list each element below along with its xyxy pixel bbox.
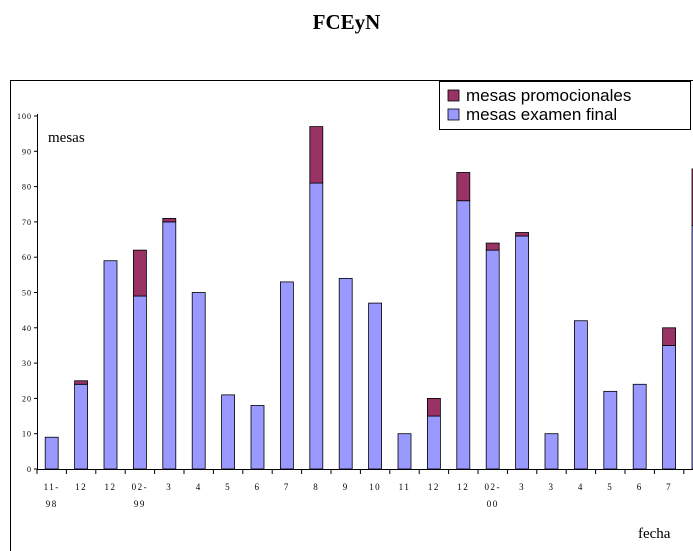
bar-promocionales-3: [132, 249, 147, 297]
x-tick-label: 12: [457, 482, 469, 492]
bar-examen-final-13: [426, 415, 441, 470]
y-tick-label: 90: [22, 147, 32, 156]
x-tick-label: 7: [666, 482, 672, 492]
bar-examen-final-7: [250, 405, 265, 470]
x-tick-label: 8: [313, 482, 319, 492]
bar-examen-final-21: [662, 345, 676, 470]
bar-examen-final-3: [132, 295, 147, 470]
x-tick-label: 9: [343, 482, 349, 492]
x-tick-label: 7: [284, 482, 290, 492]
x-tick-label: 98: [46, 499, 58, 509]
legend-swatch: [447, 89, 460, 102]
x-tick-label: 4: [196, 482, 202, 492]
y-tick-label: 80: [22, 183, 32, 192]
x-tick-label: 5: [225, 482, 231, 492]
bars-group: [44, 126, 693, 470]
bar-promocionales-14: [456, 172, 471, 202]
y-axis-label: mesas: [48, 130, 85, 146]
y-tick-label: 50: [22, 289, 32, 298]
legend-label: mesas promocionales: [466, 86, 631, 105]
x-tick-label: 99: [134, 499, 146, 509]
bar-examen-final-15: [485, 249, 500, 470]
bar-examen-final-19: [603, 390, 618, 470]
bar-examen-final-20: [632, 383, 647, 470]
y-tick-label: 60: [22, 253, 32, 262]
chart-title: FCEyN: [312, 10, 381, 34]
x-tick-label: 4: [578, 482, 584, 492]
y-tick-label: 100: [17, 112, 32, 121]
x-tick-label: 02-: [484, 482, 501, 492]
x-tick-label: 3: [549, 482, 555, 492]
bar-promocionales-13: [426, 397, 441, 417]
x-axis-label: fecha: [638, 526, 671, 542]
legend-label: mesas examen final: [466, 105, 617, 124]
x-tick-label: 02-: [132, 482, 149, 492]
x-axis: 11- 98 12 12 02- 99 3 4 5 6 7 8 9 10 11 12 12 02- 00 3 3 4 5 6 7…: [36, 469, 693, 509]
bar-examen-final-5: [191, 292, 206, 470]
bar-examen-final-2: [103, 260, 118, 470]
bar-promocionales-1: [74, 380, 88, 385]
bar-examen-final-9: [309, 182, 324, 470]
x-tick-label: 11-: [44, 482, 60, 492]
legend-swatch: [447, 108, 460, 121]
y-tick-label: 30: [22, 359, 32, 368]
bar-promocionales-15: [485, 242, 500, 251]
x-tick-label: 00: [487, 499, 499, 509]
x-tick-label: 12: [75, 482, 87, 492]
bar-examen-final-14: [456, 200, 471, 470]
bar-examen-final-8: [279, 281, 294, 470]
y-tick-label: 20: [22, 394, 32, 403]
y-axis: 0 10 20 30 40 50 60 70 80 90 100: [17, 112, 38, 474]
x-tick-label: 5: [607, 482, 613, 492]
bar-promocionales-21: [662, 327, 676, 346]
y-tick-label: 40: [22, 324, 32, 333]
bar-promocionales-16: [515, 232, 529, 237]
bar-promocionales-4: [162, 217, 177, 223]
bar-promocionales-9: [309, 126, 324, 184]
x-tick-label: 12: [428, 482, 440, 492]
y-tick-label: 70: [22, 218, 32, 227]
bar-examen-final-10: [338, 277, 353, 470]
x-tick-label: 6: [255, 482, 261, 492]
bar-examen-final-16: [515, 235, 529, 470]
bar-examen-final-17: [544, 433, 559, 470]
x-tick-label: 3: [166, 482, 172, 492]
y-tick-label: 10: [22, 430, 32, 439]
legend-box: [439, 81, 691, 130]
x-tick-label: 3: [519, 482, 525, 492]
plot-frame: [10, 80, 693, 551]
bar-examen-final-0: [44, 436, 59, 470]
x-tick-label: 11: [399, 482, 411, 492]
bar-examen-final-4: [162, 221, 177, 470]
y-tick-label: 0: [27, 465, 32, 474]
bar-examen-final-1: [74, 383, 88, 470]
bar-examen-final-18: [574, 320, 588, 470]
x-tick-label: 10: [369, 482, 381, 492]
x-tick-label: 6: [637, 482, 643, 492]
bar-examen-final-11: [368, 302, 383, 470]
bar-examen-final-6: [221, 394, 236, 470]
bar-examen-final-12: [397, 433, 412, 470]
x-tick-label: 12: [105, 482, 117, 492]
